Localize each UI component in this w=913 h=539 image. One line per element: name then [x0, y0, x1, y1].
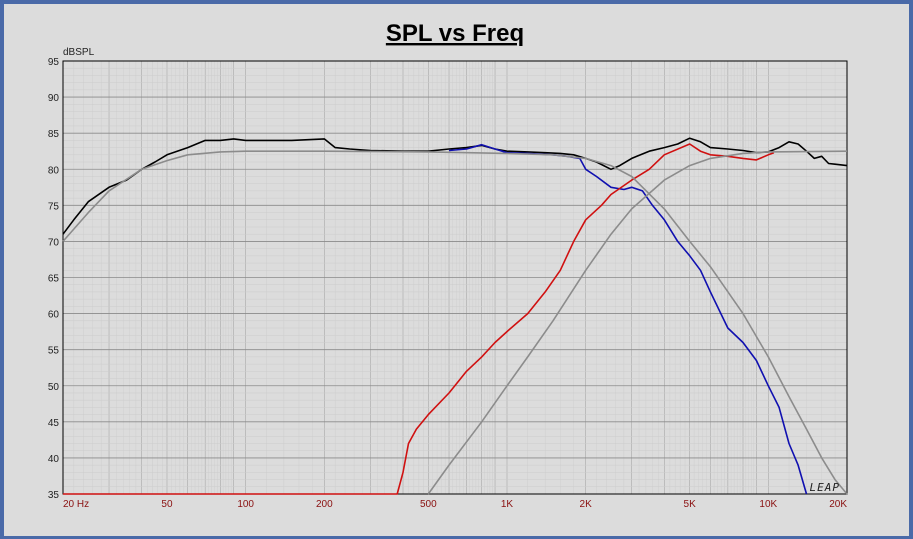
x-tick-labels: 20 Hz 50 100 200 500 1K 2K 5K 10K 20K — [63, 499, 847, 510]
y-axis-label: dBSPL — [63, 47, 95, 58]
y-tick-label: 50 — [48, 382, 60, 393]
y-tick-label: 70 — [48, 237, 60, 248]
y-tick-label: 65 — [48, 274, 60, 285]
x-tick-label: 5K — [684, 499, 697, 510]
series-line — [63, 143, 775, 495]
x-tick-label: 100 — [237, 499, 254, 510]
y-tick-label: 80 — [48, 165, 60, 176]
x-tick-label: 20 Hz — [63, 499, 89, 510]
x-tick-label: 50 — [161, 499, 173, 510]
y-tick-label: 35 — [48, 490, 60, 501]
series-line — [427, 150, 848, 495]
y-tick-label: 95 — [48, 57, 60, 68]
y-tick-label: 60 — [48, 310, 60, 321]
x-tick-label: 1K — [501, 499, 514, 510]
series-line — [62, 150, 848, 495]
series-line — [448, 143, 808, 495]
y-tick-label: 45 — [48, 418, 60, 429]
y-tick-labels: 35 40 45 50 55 60 65 70 75 80 85 90 95 — [48, 57, 60, 501]
x-tick-label: 2K — [580, 499, 593, 510]
x-tick-label: 200 — [316, 499, 333, 510]
series-group — [62, 137, 848, 495]
plot-border — [62, 60, 848, 495]
x-tick-label: 20K — [829, 499, 847, 510]
x-tick-label: 10K — [759, 499, 777, 510]
y-tick-label: 55 — [48, 346, 60, 357]
leap-watermark: LEAP — [810, 481, 841, 494]
chart-title: SPL vs Freq — [386, 20, 524, 47]
x-tick-label: 500 — [420, 499, 437, 510]
y-tick-label: 40 — [48, 454, 60, 465]
y-tick-label: 90 — [48, 93, 60, 104]
y-tick-label: 85 — [48, 129, 60, 140]
series-line — [62, 137, 848, 235]
y-tick-label: 75 — [48, 201, 60, 212]
